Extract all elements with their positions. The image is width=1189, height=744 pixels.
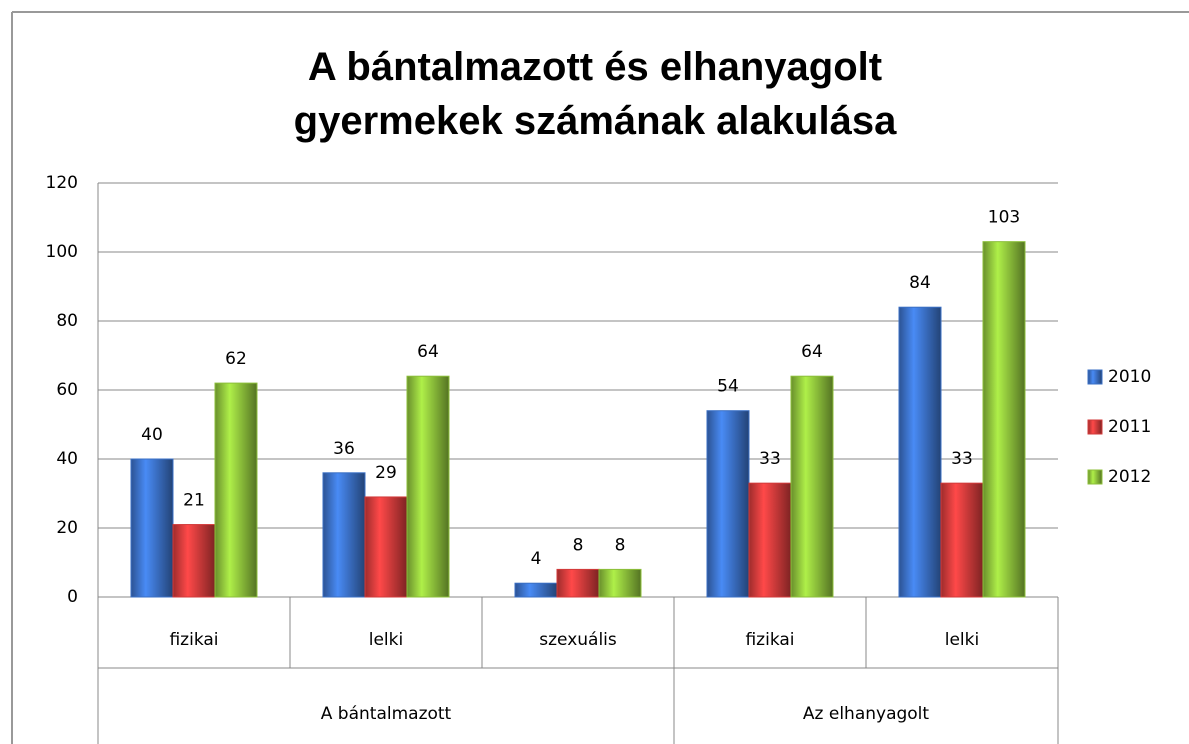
bar — [982, 241, 1026, 598]
legend-label: 2012 — [1108, 467, 1151, 487]
bar — [130, 458, 174, 598]
legend-swatch — [1087, 419, 1103, 435]
x-tick-label: lelki — [369, 630, 403, 650]
y-tick-label: 40 — [56, 449, 78, 469]
x-tick-label: lelki — [945, 630, 979, 650]
group-label: A bántalmazott — [321, 704, 452, 724]
bar — [598, 568, 642, 598]
x-tick-label: fizikai — [745, 630, 794, 650]
y-tick-label: 80 — [56, 311, 78, 331]
bar — [514, 582, 558, 598]
bar — [556, 568, 600, 598]
bar — [406, 375, 450, 598]
bar — [364, 496, 408, 598]
data-label: 64 — [417, 342, 439, 362]
legend-label: 2010 — [1108, 367, 1151, 387]
y-tick-label: 60 — [56, 380, 78, 400]
y-tick-label: 20 — [56, 518, 78, 538]
y-tick-label: 100 — [46, 242, 78, 262]
x-tick-label: fizikai — [169, 630, 218, 650]
data-label: 33 — [759, 449, 781, 469]
bar — [898, 306, 942, 598]
legend-label: 2011 — [1108, 417, 1151, 437]
data-label: 54 — [717, 377, 739, 397]
y-tick-label: 120 — [46, 173, 78, 193]
x-tick-label: szexuális — [539, 630, 617, 650]
data-label: 29 — [375, 463, 397, 483]
data-label: 40 — [141, 425, 163, 445]
data-label: 62 — [225, 349, 247, 369]
y-tick-label: 0 — [67, 587, 78, 607]
bar — [748, 482, 792, 598]
data-label: 4 — [531, 549, 542, 569]
data-label: 21 — [183, 491, 205, 511]
bar — [172, 524, 216, 598]
group-label: Az elhanyagolt — [803, 704, 929, 724]
data-label: 8 — [573, 535, 584, 555]
data-label: 36 — [333, 439, 355, 459]
bar — [790, 375, 834, 598]
data-label: 84 — [909, 273, 931, 293]
bar — [214, 382, 258, 598]
data-label: 103 — [988, 208, 1020, 228]
data-label: 8 — [615, 535, 626, 555]
chart-title: A bántalmazott és elhanyagolt gyermekek … — [293, 45, 897, 143]
data-label: 33 — [951, 449, 973, 469]
data-label: 64 — [801, 342, 823, 362]
legend-swatch — [1087, 469, 1103, 485]
bar — [940, 482, 984, 598]
bar — [706, 410, 750, 598]
bar — [322, 472, 366, 598]
legend-swatch — [1087, 369, 1103, 385]
